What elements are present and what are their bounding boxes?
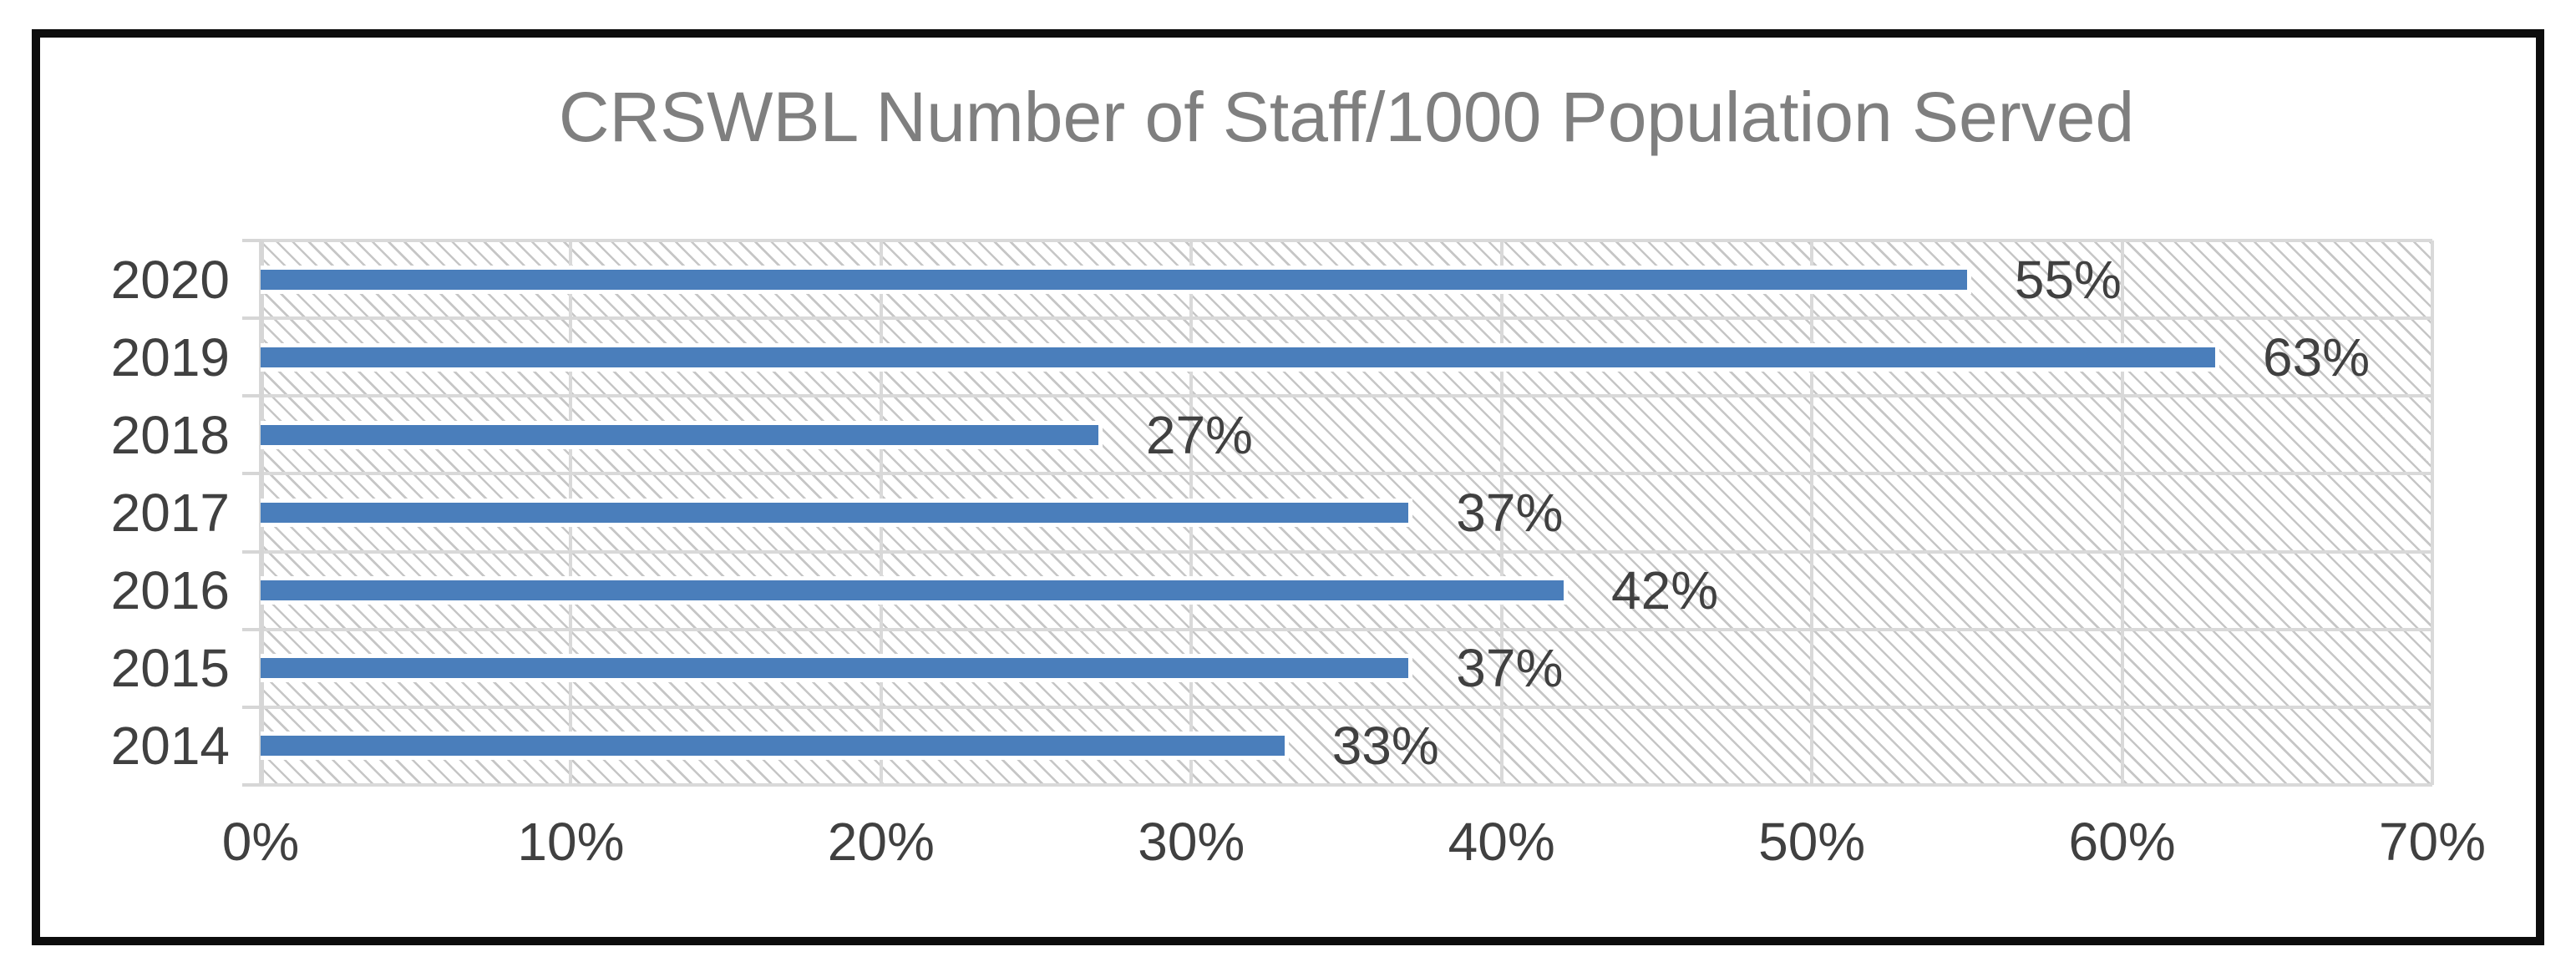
category-label-2019: 2019 xyxy=(110,327,230,387)
category-label-2020: 2020 xyxy=(110,249,230,310)
horizontal-gridline-2 xyxy=(261,394,2432,398)
horizontal-gridline-5 xyxy=(261,627,2432,631)
data-label-2019: 63% xyxy=(2263,327,2371,387)
axis-tick xyxy=(242,239,261,242)
data-label-2015: 37% xyxy=(1456,638,1564,699)
bar-2017 xyxy=(261,499,1413,527)
vertical-gridline-70pct xyxy=(2431,240,2434,785)
horizontal-gridline-7 xyxy=(261,783,2432,787)
bar-2018 xyxy=(261,420,1103,449)
bar-2016 xyxy=(261,576,1568,605)
category-label-2017: 2017 xyxy=(110,482,230,543)
x-tick-label-40pct: 40% xyxy=(1448,812,1555,872)
axis-tick xyxy=(242,394,261,398)
data-label-2020: 55% xyxy=(2014,249,2122,310)
data-label-2016: 42% xyxy=(1611,560,1719,621)
bar-2014 xyxy=(261,731,1289,761)
axis-tick xyxy=(242,627,261,631)
x-tick-label-20pct: 20% xyxy=(827,812,935,872)
vertical-gridline-60pct xyxy=(2120,240,2124,785)
horizontal-gridline-1 xyxy=(261,316,2432,321)
horizontal-gridline-6 xyxy=(261,705,2432,709)
category-label-2014: 2014 xyxy=(110,716,230,777)
horizontal-gridline-4 xyxy=(261,549,2432,554)
chart-title: CRSWBL Number of Staff/1000 Population S… xyxy=(558,78,2135,156)
x-tick-label-70pct: 70% xyxy=(2378,812,2487,872)
bar-2020 xyxy=(261,265,1971,294)
bar-2015 xyxy=(261,654,1413,683)
x-tick-label-50pct: 50% xyxy=(1758,812,1866,872)
horizontal-gridline-3 xyxy=(261,472,2432,476)
axis-tick xyxy=(242,705,261,709)
axis-tick xyxy=(242,472,261,476)
vertical-gridline-50pct xyxy=(1810,240,1814,785)
bar-2019 xyxy=(261,342,2219,372)
category-label-2016: 2016 xyxy=(110,560,230,621)
axis-tick xyxy=(242,549,261,554)
data-label-2014: 33% xyxy=(1331,716,1439,777)
x-tick-label-0pct: 0% xyxy=(221,812,300,872)
data-label-2018: 27% xyxy=(1145,404,1253,465)
vertical-gridline-40pct xyxy=(1499,240,1504,785)
category-label-2015: 2015 xyxy=(110,638,230,699)
horizontal-gridline-0 xyxy=(261,239,2432,242)
axis-tick xyxy=(242,783,261,787)
x-tick-label-60pct: 60% xyxy=(2068,812,2176,872)
category-label-2018: 2018 xyxy=(110,404,230,465)
x-tick-label-30pct: 30% xyxy=(1138,812,1245,872)
x-tick-label-10pct: 10% xyxy=(517,812,625,872)
data-label-2017: 37% xyxy=(1456,483,1564,543)
axis-tick xyxy=(242,316,261,321)
